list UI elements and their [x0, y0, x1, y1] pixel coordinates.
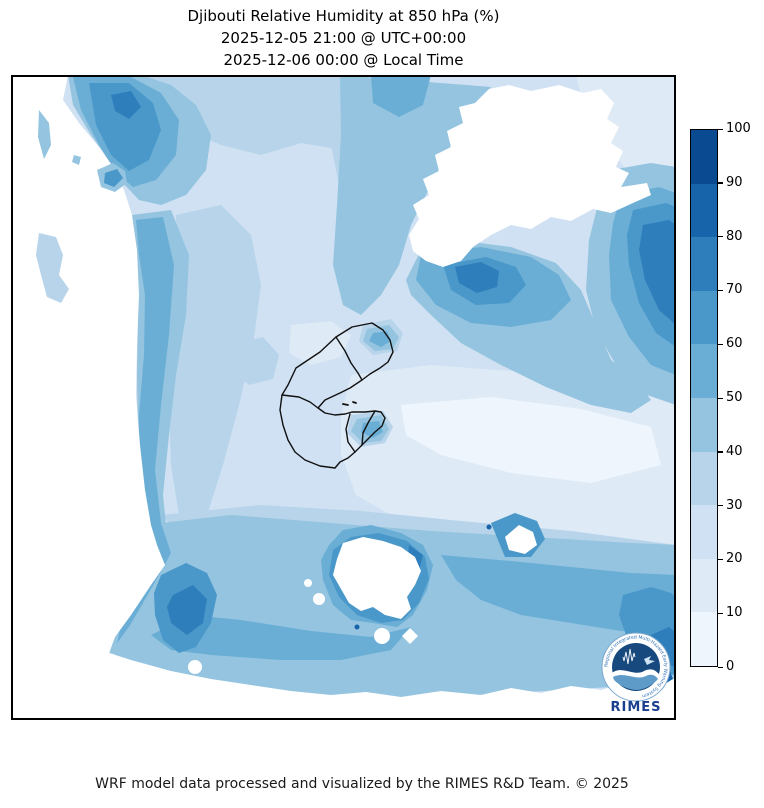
- colorbar-tick-label: 60: [726, 336, 743, 352]
- figure-title: Djibouti Relative Humidity at 850 hPa (%…: [11, 5, 676, 71]
- colorbar-tick-label: 50: [726, 390, 743, 405]
- humidity-map-svg: Regional Integrated Multi-Hazard Early W…: [11, 75, 676, 720]
- colorbar-tick-mark: [718, 236, 723, 238]
- colorbar-tick-label: 40: [726, 443, 743, 459]
- dry-mask-northeast: [409, 85, 651, 267]
- map-frame: [11, 75, 676, 720]
- map-area: Regional Integrated Multi-Hazard Early W…: [11, 75, 676, 720]
- colorbar-tick-mark: [718, 505, 723, 507]
- colorbar-tick-mark: [718, 182, 723, 184]
- colorbar-tick-label: 90: [726, 174, 743, 190]
- region-boundary-obock: [335, 336, 363, 381]
- colorbar-tick-label: 10: [726, 605, 743, 621]
- colorbar-tick-label: 20: [726, 551, 743, 567]
- colorbar-tick-label: 100: [726, 121, 751, 136]
- rimes-logo: Regional Integrated Multi-Hazard Early W…: [601, 632, 671, 715]
- colorbar-band: [691, 558, 717, 613]
- islands: [342, 401, 357, 406]
- colorbar-tick-label: 80: [726, 228, 743, 244]
- humidity-contour-field: [11, 75, 676, 720]
- colorbar-tick-mark: [718, 666, 723, 668]
- title-line-1: Djibouti Relative Humidity at 850 hPa (%…: [187, 7, 500, 25]
- colorbar-band: [691, 344, 717, 398]
- country-outline: [279, 322, 394, 469]
- logo-wave-blue: [613, 674, 658, 690]
- colorbar-tick-mark: [718, 128, 723, 130]
- colorbar-tick-mark: [718, 289, 723, 292]
- colorbar-band: [691, 505, 717, 559]
- colorbar-band: [691, 451, 717, 506]
- colorbar-band: [691, 612, 717, 666]
- region-boundary-tadjourah: [281, 394, 319, 409]
- colorbar: [690, 129, 718, 667]
- colorbar-tick-mark: [718, 612, 723, 614]
- colorbar-tick-mark: [718, 558, 723, 561]
- colorbar-band: [691, 130, 717, 184]
- colorbar-band: [691, 237, 717, 291]
- title-line-3: 2025-12-06 00:00 @ Local Time: [223, 51, 464, 69]
- colorbar-band: [691, 183, 717, 238]
- logo-seismic-trace: [622, 648, 636, 665]
- colorbar-tick-mark: [718, 343, 723, 345]
- colorbar-tick-label: 0: [726, 659, 735, 674]
- colorbar-tick-label: 30: [726, 497, 743, 513]
- dry-mask-west-and-bottom: [11, 75, 676, 720]
- colorbar-tick-mark: [718, 451, 723, 453]
- logo-bird: [644, 656, 655, 665]
- dry-mask-south-central: [333, 537, 421, 619]
- djibouti-border: [279, 322, 394, 469]
- colorbar-band: [691, 397, 717, 452]
- logo-wordmark: RIMES: [610, 700, 661, 715]
- footer-credit: WRF model data processed and visualized …: [95, 776, 629, 792]
- colorbar-band: [691, 290, 717, 345]
- title-line-2: 2025-12-05 21:00 @ UTC+00:00: [220, 29, 467, 47]
- region-boundary-ali-sabieh: [361, 410, 376, 446]
- region-boundary-arta: [345, 413, 356, 453]
- colorbar-tick-mark: [718, 397, 723, 399]
- colorbar-tick-label: 70: [726, 282, 743, 298]
